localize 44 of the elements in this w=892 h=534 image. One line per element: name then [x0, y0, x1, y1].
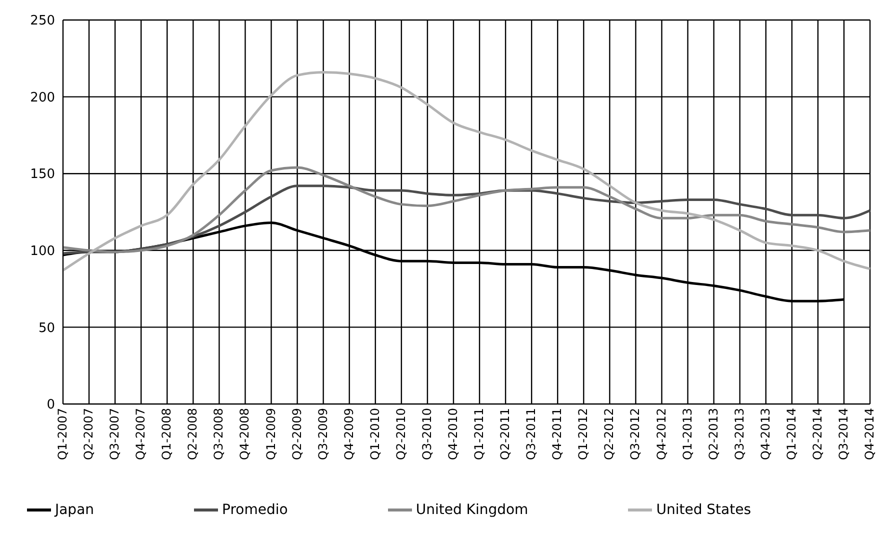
x-tick-label: Q2-2014	[810, 408, 824, 460]
line-series	[62, 70, 872, 272]
x-tick-label: Q1-2011	[472, 408, 486, 460]
x-tick-label: Q2-2011	[498, 408, 512, 460]
line-series	[62, 166, 872, 254]
x-tick-label: Q1-2009	[264, 408, 278, 460]
x-tick-label: Q1-2014	[784, 408, 798, 460]
x-tick-label: Q2-2012	[602, 408, 616, 460]
x-tick-label: Q4-2010	[446, 408, 460, 460]
legend-label: United Kingdom	[416, 502, 528, 518]
x-tick-label: Q4-2007	[134, 408, 148, 460]
x-tick-label: Q3-2010	[420, 408, 434, 460]
y-tick-label: 200	[30, 90, 55, 106]
legend-label: Japan	[54, 502, 94, 518]
x-tick-label: Q2-2008	[186, 408, 200, 460]
y-tick-label: 50	[38, 320, 55, 336]
x-tick-label: Q3-2012	[628, 408, 642, 460]
y-tick-label: 0	[46, 398, 55, 413]
x-tick-label: Q4-2012	[654, 408, 668, 460]
legend-label: Promedio	[222, 502, 288, 518]
x-tick-label: Q3-2009	[316, 408, 330, 460]
x-tick-label: Q2-2007	[82, 408, 96, 460]
x-tick-label: Q3-2013	[732, 408, 746, 460]
x-tick-label: Q4-2011	[550, 408, 564, 460]
x-tick-label: Q2-2009	[290, 408, 304, 460]
x-tick-label: Q4-2009	[342, 408, 356, 460]
x-tick-label: Q3-2007	[108, 408, 122, 460]
x-tick-label: Q2-2013	[706, 408, 720, 460]
x-tick-label: Q1-2008	[160, 408, 174, 460]
x-tick-label: Q3-2008	[212, 408, 226, 460]
y-tick-label: 150	[30, 167, 55, 182]
x-tick-label: Q1-2010	[368, 408, 382, 460]
x-tick-label: Q1-2012	[576, 408, 590, 460]
y-tick-label: 100	[30, 244, 55, 260]
x-tick-label: Q4-2014	[862, 408, 877, 460]
x-tick-label: Q4-2013	[758, 408, 772, 460]
x-tick-label: Q1-2013	[680, 408, 694, 460]
x-tick-label: Q3-2011	[524, 408, 538, 460]
x-tick-label: Q3-2014	[836, 408, 850, 460]
x-tick-label: Q4-2008	[238, 408, 252, 460]
legend-label: United States	[656, 502, 752, 518]
y-tick-label: 250	[30, 14, 55, 29]
x-tick-label: Q2-2010	[394, 408, 408, 460]
x-tick-label: Q1-2007	[56, 408, 70, 460]
